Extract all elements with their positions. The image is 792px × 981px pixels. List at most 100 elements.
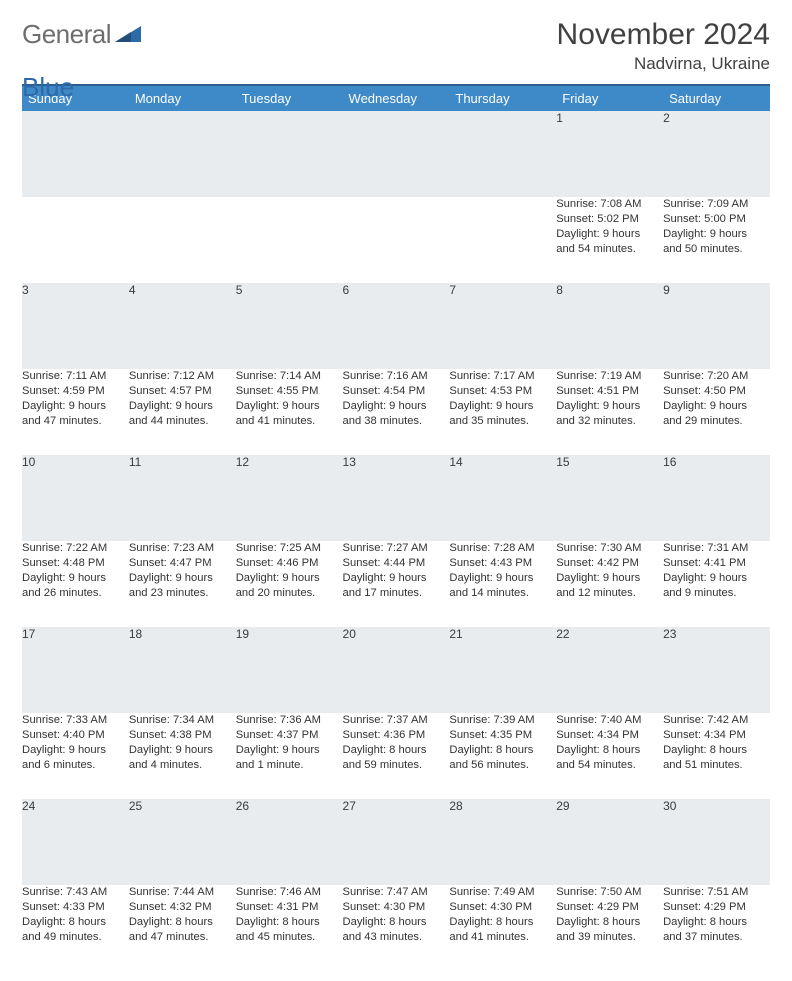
day1-text: Daylight: 9 hours	[22, 571, 129, 586]
day-number: 5	[236, 283, 343, 369]
day-number: 4	[129, 283, 236, 369]
sunset-text: Sunset: 4:40 PM	[22, 728, 129, 743]
day1-text: Daylight: 8 hours	[449, 915, 556, 930]
day-number: 21	[449, 627, 556, 713]
day1-text: Daylight: 9 hours	[236, 743, 343, 758]
day-number: 15	[556, 455, 663, 541]
day-number: 29	[556, 799, 663, 885]
day2-text: and 6 minutes.	[22, 758, 129, 773]
sunrise-text: Sunrise: 7:17 AM	[449, 369, 556, 384]
day2-text: and 37 minutes.	[663, 930, 770, 945]
weekday-thursday: Thursday	[449, 85, 556, 111]
day1-text: Daylight: 8 hours	[22, 915, 129, 930]
day-cell: Sunrise: 7:42 AMSunset: 4:34 PMDaylight:…	[663, 713, 770, 799]
sunset-text: Sunset: 4:50 PM	[663, 384, 770, 399]
weekday-tuesday: Tuesday	[236, 85, 343, 111]
day-cell: Sunrise: 7:31 AMSunset: 4:41 PMDaylight:…	[663, 541, 770, 627]
day-number: 26	[236, 799, 343, 885]
sunset-text: Sunset: 4:34 PM	[556, 728, 663, 743]
day2-text: and 47 minutes.	[129, 930, 236, 945]
sunrise-text: Sunrise: 7:09 AM	[663, 197, 770, 212]
calendar-page: General November 2024 Nadvirna, Ukraine …	[0, 0, 792, 981]
logo: General	[22, 18, 141, 51]
day-cell: Sunrise: 7:14 AMSunset: 4:55 PMDaylight:…	[236, 369, 343, 455]
sunset-text: Sunset: 4:32 PM	[129, 900, 236, 915]
sunset-text: Sunset: 5:00 PM	[663, 212, 770, 227]
day-number: 11	[129, 455, 236, 541]
sunset-text: Sunset: 4:29 PM	[663, 900, 770, 915]
day-content-row: Sunrise: 7:11 AMSunset: 4:59 PMDaylight:…	[22, 369, 770, 455]
sunset-text: Sunset: 4:59 PM	[22, 384, 129, 399]
sunrise-text: Sunrise: 7:46 AM	[236, 885, 343, 900]
day2-text: and 23 minutes.	[129, 586, 236, 601]
day-number: 23	[663, 627, 770, 713]
day-number: 18	[129, 627, 236, 713]
day2-text: and 51 minutes.	[663, 758, 770, 773]
day1-text: Daylight: 9 hours	[343, 571, 450, 586]
day-number: 14	[449, 455, 556, 541]
day-cell	[129, 197, 236, 283]
day-cell: Sunrise: 7:37 AMSunset: 4:36 PMDaylight:…	[343, 713, 450, 799]
day2-text: and 50 minutes.	[663, 242, 770, 257]
day1-text: Daylight: 9 hours	[449, 399, 556, 414]
day-number: 8	[556, 283, 663, 369]
sunset-text: Sunset: 4:38 PM	[129, 728, 236, 743]
day-number: 6	[343, 283, 450, 369]
weekday-monday: Monday	[129, 85, 236, 111]
day-number: 30	[663, 799, 770, 885]
day-cell: Sunrise: 7:08 AMSunset: 5:02 PMDaylight:…	[556, 197, 663, 283]
day-cell: Sunrise: 7:50 AMSunset: 4:29 PMDaylight:…	[556, 885, 663, 971]
sunset-text: Sunset: 4:47 PM	[129, 556, 236, 571]
day-cell: Sunrise: 7:34 AMSunset: 4:38 PMDaylight:…	[129, 713, 236, 799]
sunset-text: Sunset: 4:41 PM	[663, 556, 770, 571]
sunrise-text: Sunrise: 7:42 AM	[663, 713, 770, 728]
day-cell	[343, 197, 450, 283]
sunrise-text: Sunrise: 7:25 AM	[236, 541, 343, 556]
day-number	[343, 111, 450, 197]
day-cell: Sunrise: 7:19 AMSunset: 4:51 PMDaylight:…	[556, 369, 663, 455]
day-number	[449, 111, 556, 197]
day1-text: Daylight: 9 hours	[556, 227, 663, 242]
day-cell: Sunrise: 7:23 AMSunset: 4:47 PMDaylight:…	[129, 541, 236, 627]
sunset-text: Sunset: 4:35 PM	[449, 728, 556, 743]
day1-text: Daylight: 9 hours	[129, 743, 236, 758]
sunset-text: Sunset: 4:53 PM	[449, 384, 556, 399]
day1-text: Daylight: 9 hours	[663, 399, 770, 414]
day-number: 7	[449, 283, 556, 369]
day-number: 19	[236, 627, 343, 713]
day2-text: and 32 minutes.	[556, 414, 663, 429]
day-cell: Sunrise: 7:40 AMSunset: 4:34 PMDaylight:…	[556, 713, 663, 799]
day-number: 27	[343, 799, 450, 885]
location-title: Nadvirna, Ukraine	[557, 54, 770, 74]
sunrise-text: Sunrise: 7:23 AM	[129, 541, 236, 556]
sunset-text: Sunset: 4:48 PM	[22, 556, 129, 571]
day-number-row: 3456789	[22, 283, 770, 369]
day2-text: and 9 minutes.	[663, 586, 770, 601]
day-number	[129, 111, 236, 197]
day-number: 28	[449, 799, 556, 885]
day-cell: Sunrise: 7:30 AMSunset: 4:42 PMDaylight:…	[556, 541, 663, 627]
day2-text: and 45 minutes.	[236, 930, 343, 945]
sunset-text: Sunset: 4:29 PM	[556, 900, 663, 915]
sunset-text: Sunset: 4:57 PM	[129, 384, 236, 399]
day-content-row: Sunrise: 7:08 AMSunset: 5:02 PMDaylight:…	[22, 197, 770, 283]
day1-text: Daylight: 8 hours	[556, 915, 663, 930]
day1-text: Daylight: 9 hours	[663, 227, 770, 242]
sunset-text: Sunset: 4:34 PM	[663, 728, 770, 743]
day-cell: Sunrise: 7:47 AMSunset: 4:30 PMDaylight:…	[343, 885, 450, 971]
page-header: General November 2024 Nadvirna, Ukraine	[22, 18, 770, 74]
day-cell	[22, 197, 129, 283]
day2-text: and 56 minutes.	[449, 758, 556, 773]
day2-text: and 29 minutes.	[663, 414, 770, 429]
day1-text: Daylight: 9 hours	[343, 399, 450, 414]
day2-text: and 43 minutes.	[343, 930, 450, 945]
day2-text: and 44 minutes.	[129, 414, 236, 429]
sunset-text: Sunset: 4:43 PM	[449, 556, 556, 571]
day1-text: Daylight: 8 hours	[343, 915, 450, 930]
day-number: 22	[556, 627, 663, 713]
sunrise-text: Sunrise: 7:40 AM	[556, 713, 663, 728]
sunset-text: Sunset: 4:44 PM	[343, 556, 450, 571]
day1-text: Daylight: 8 hours	[449, 743, 556, 758]
day-number-row: 10111213141516	[22, 455, 770, 541]
sunset-text: Sunset: 5:02 PM	[556, 212, 663, 227]
